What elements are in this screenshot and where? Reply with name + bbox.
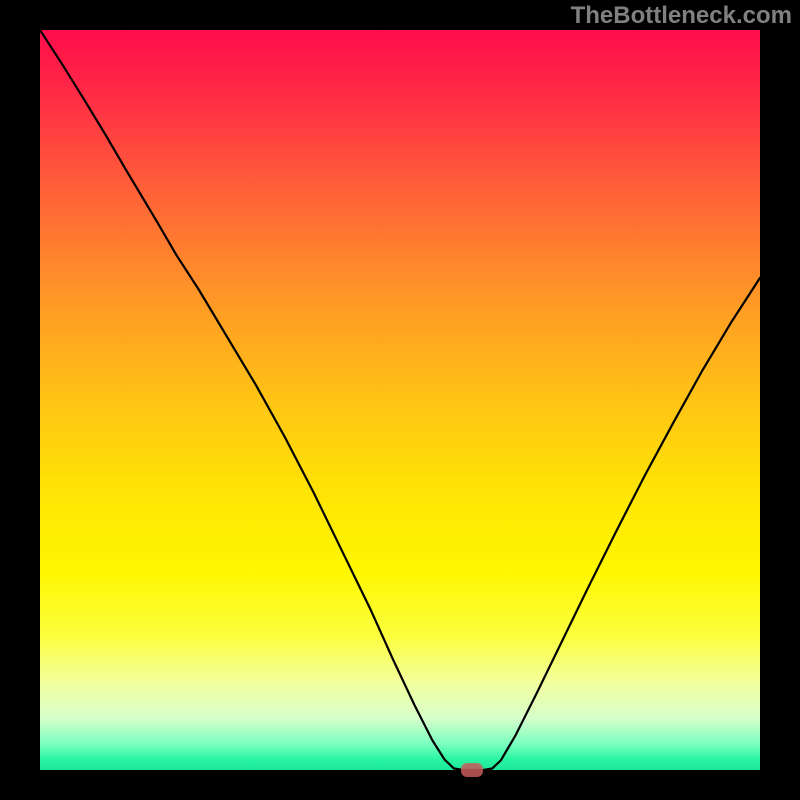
optimal-marker	[461, 763, 483, 777]
watermark-text: TheBottleneck.com	[571, 2, 792, 30]
plot-background	[40, 30, 760, 770]
bottleneck-chart	[0, 0, 800, 800]
chart-container: TheBottleneck.com	[0, 0, 800, 800]
